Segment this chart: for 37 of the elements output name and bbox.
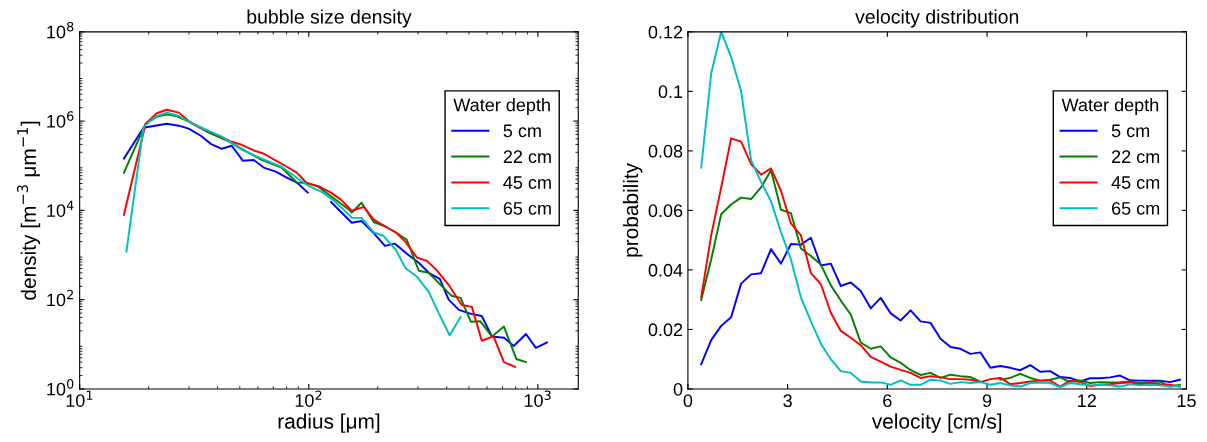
line-series bbox=[700, 236, 1181, 384]
legend-label: 45 cm bbox=[503, 176, 551, 189]
y-axis-title: density [m$^{−3}$ μm$^{−1}$] bbox=[17, 121, 41, 300]
legend-label: 65 cm bbox=[1112, 201, 1160, 215]
x-tick-label: 6 bbox=[883, 394, 892, 408]
x-tick-label: 0 bbox=[683, 394, 693, 408]
x-tick-label: 10$^{1}$ bbox=[66, 390, 93, 407]
chart-title: velocity distribution bbox=[855, 9, 1019, 28]
legend-title: Water depth bbox=[1061, 98, 1159, 115]
x-axis-title: velocity [cm/s] bbox=[871, 413, 1002, 433]
y-tick-label: 10$^{4}$ bbox=[47, 200, 74, 217]
x-tick-label: 10$^{3}$ bbox=[524, 390, 551, 407]
x-tick-label: 15 bbox=[1177, 394, 1196, 408]
legend-label: 5 cm bbox=[1111, 124, 1150, 138]
x-tick-label: 9 bbox=[982, 394, 992, 408]
legend-label: 22 cm bbox=[503, 150, 551, 164]
y-tick-label: 10$^{8}$ bbox=[47, 21, 74, 39]
y-axis-title: probability bbox=[622, 162, 643, 257]
x-tick-label: 12 bbox=[1078, 394, 1096, 407]
x-axis-title: radius [μm] bbox=[278, 413, 380, 433]
legend-label: 5 cm bbox=[503, 124, 541, 138]
y-tick-label: 0.12 bbox=[648, 25, 683, 39]
line-series bbox=[700, 31, 1181, 389]
y-tick-label: 0.06 bbox=[648, 204, 683, 218]
x-tick-label: 10$^{2}$ bbox=[295, 390, 322, 407]
chart-title: bubble size density bbox=[247, 9, 412, 28]
legend-label: 45 cm bbox=[1111, 176, 1160, 189]
legend-title: Water depth bbox=[453, 98, 550, 115]
legend-label: 65 cm bbox=[503, 201, 551, 215]
x-tick-label: 3 bbox=[783, 394, 792, 408]
y-tick-label: 10$^{6}$ bbox=[47, 111, 74, 128]
legend-label: 22 cm bbox=[1112, 150, 1160, 164]
y-tick-label: 0.1 bbox=[658, 85, 683, 99]
y-tick-label: 10$^{2}$ bbox=[47, 289, 73, 307]
y-tick-label: 0.02 bbox=[648, 323, 683, 337]
y-tick-label: 0.08 bbox=[648, 144, 683, 158]
y-tick-label: 0.04 bbox=[648, 263, 683, 277]
